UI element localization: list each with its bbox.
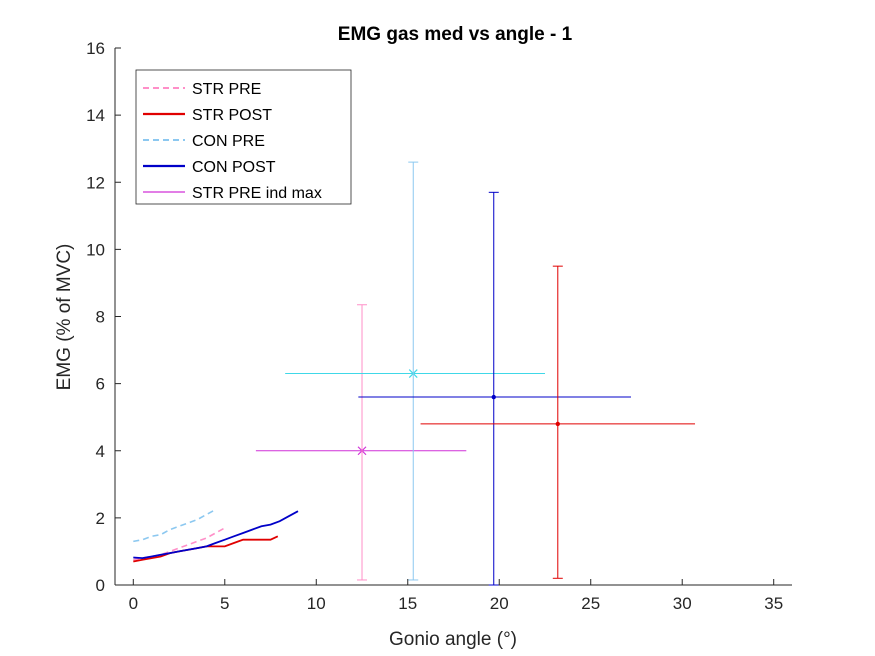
- y-tick-label: 16: [86, 39, 105, 58]
- legend-label: STR PRE ind max: [192, 185, 322, 202]
- x-tick-label: 5: [220, 594, 229, 613]
- y-tick-label: 14: [86, 106, 105, 125]
- x-tick-label: 30: [673, 594, 692, 613]
- x-tick-label: 25: [581, 594, 600, 613]
- legend-label: CON POST: [192, 159, 276, 176]
- data-point-dot: [555, 421, 560, 427]
- y-tick-label: 4: [96, 442, 105, 461]
- y-tick-label: 0: [96, 576, 105, 595]
- legend-label: STR POST: [192, 107, 272, 124]
- legend-label: CON PRE: [192, 133, 265, 150]
- y-tick-label: 12: [86, 173, 105, 192]
- x-tick-label: 35: [764, 594, 783, 613]
- y-tick-label: 10: [86, 240, 105, 259]
- y-axis-label: EMG (% of MVC): [54, 244, 75, 391]
- x-tick-label: 10: [307, 594, 326, 613]
- data-point-dot: [491, 394, 496, 400]
- series-line-con-pre: [133, 508, 216, 543]
- x-axis-label: Gonio angle (°): [389, 629, 517, 650]
- legend: STR PRE STR POST CON PRE CON POST STR PRE in…: [135, 69, 352, 205]
- y-tick-label: 6: [96, 375, 105, 394]
- series-line-con-post: [133, 510, 299, 560]
- legend-label: STR PRE: [192, 81, 261, 98]
- x-tick-label: 20: [490, 594, 509, 613]
- y-tick-label: 8: [96, 308, 105, 327]
- x-tick-label: 0: [129, 594, 138, 613]
- y-tick-label: 2: [96, 509, 105, 528]
- x-tick-label: 15: [398, 594, 417, 613]
- chart-title: EMG gas med vs angle - 1: [338, 24, 573, 45]
- legend-box: [135, 69, 352, 205]
